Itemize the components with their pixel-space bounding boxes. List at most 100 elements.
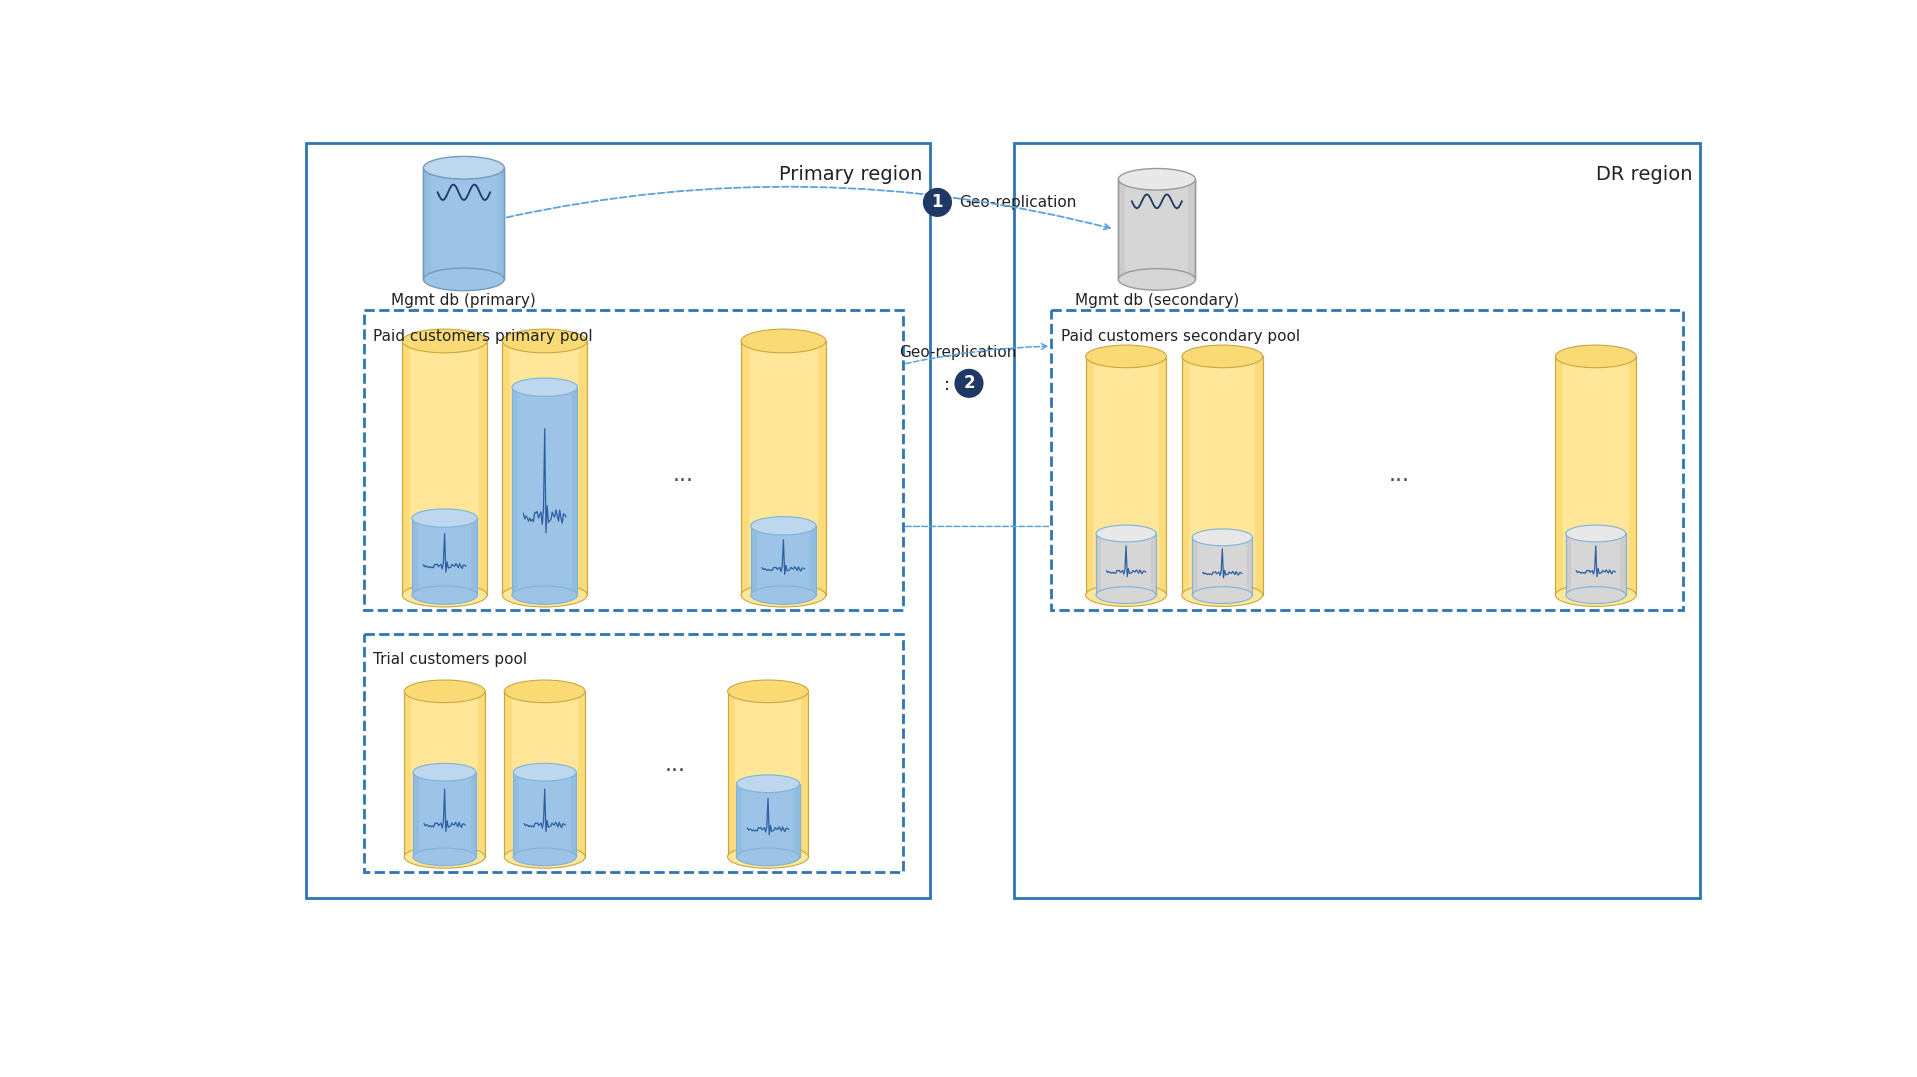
Bar [502, 341, 510, 596]
Bar [1566, 533, 1626, 596]
Bar [751, 526, 757, 596]
Bar [1555, 356, 1637, 596]
Ellipse shape [424, 268, 504, 291]
Text: Geo-replication: Geo-replication [958, 195, 1075, 210]
Bar [751, 526, 817, 596]
Ellipse shape [1183, 345, 1263, 367]
Bar [502, 341, 587, 596]
Text: ...: ... [1390, 465, 1409, 486]
Ellipse shape [412, 848, 475, 866]
Bar [1629, 356, 1637, 596]
Bar [1097, 533, 1102, 596]
Bar [1183, 356, 1263, 596]
Ellipse shape [512, 378, 577, 396]
Ellipse shape [1097, 587, 1156, 603]
Bar [736, 784, 799, 857]
Bar [1555, 356, 1562, 596]
Bar [1118, 179, 1196, 279]
Bar [742, 341, 750, 596]
Bar [794, 784, 799, 857]
Bar [801, 691, 809, 857]
Bar [403, 341, 410, 596]
Bar [1051, 310, 1683, 611]
Bar [364, 633, 903, 872]
Ellipse shape [1555, 584, 1637, 606]
Ellipse shape [404, 680, 485, 702]
Ellipse shape [1192, 529, 1252, 546]
Bar [470, 772, 475, 857]
Bar [479, 341, 487, 596]
Bar [736, 784, 742, 857]
Ellipse shape [728, 680, 809, 702]
Bar [579, 341, 587, 596]
Ellipse shape [412, 764, 475, 781]
Bar [412, 518, 418, 596]
Bar [1189, 179, 1196, 279]
Bar [412, 772, 418, 857]
Ellipse shape [728, 845, 809, 868]
Ellipse shape [1085, 345, 1166, 367]
Bar [1192, 537, 1252, 596]
Bar [307, 143, 930, 898]
Ellipse shape [1097, 526, 1156, 542]
Bar [811, 526, 817, 596]
Ellipse shape [504, 845, 585, 868]
Text: Geo-replication: Geo-replication [899, 346, 1016, 360]
Bar [571, 772, 577, 857]
Bar [1160, 356, 1166, 596]
Bar [404, 691, 412, 857]
Text: 1: 1 [932, 194, 943, 211]
Ellipse shape [1183, 584, 1263, 606]
Bar [1085, 356, 1093, 596]
Bar [472, 518, 477, 596]
Bar [577, 691, 585, 857]
Ellipse shape [412, 586, 477, 604]
Ellipse shape [742, 330, 826, 353]
Bar [504, 691, 585, 857]
Ellipse shape [1118, 268, 1196, 290]
Ellipse shape [514, 848, 577, 866]
Text: DR region: DR region [1595, 165, 1693, 184]
Ellipse shape [1118, 168, 1196, 190]
Bar [403, 341, 487, 596]
Text: ...: ... [673, 465, 694, 486]
Ellipse shape [403, 330, 487, 353]
Bar [1085, 356, 1166, 596]
Bar [424, 168, 431, 279]
Bar [514, 772, 577, 857]
Ellipse shape [412, 509, 477, 528]
Ellipse shape [1566, 587, 1626, 603]
Bar [1246, 537, 1252, 596]
Bar [512, 388, 577, 596]
Ellipse shape [1192, 587, 1252, 603]
Bar [819, 341, 826, 596]
Bar [504, 691, 512, 857]
Ellipse shape [1085, 584, 1166, 606]
Bar [514, 772, 520, 857]
Bar [1256, 356, 1263, 596]
Ellipse shape [1555, 345, 1637, 367]
Ellipse shape [424, 156, 504, 179]
Ellipse shape [514, 764, 577, 781]
Ellipse shape [742, 584, 826, 607]
Bar [742, 341, 826, 596]
Ellipse shape [403, 584, 487, 607]
Ellipse shape [502, 584, 587, 607]
Bar [728, 691, 809, 857]
Ellipse shape [1566, 526, 1626, 542]
Text: Paid customers secondary pool: Paid customers secondary pool [1060, 328, 1300, 344]
Ellipse shape [504, 680, 585, 702]
Text: :: : [945, 376, 951, 393]
Bar [1620, 533, 1626, 596]
Bar [412, 772, 475, 857]
Ellipse shape [751, 517, 817, 535]
Bar [364, 310, 903, 611]
Text: Primary region: Primary region [778, 165, 922, 184]
Bar [1014, 143, 1700, 898]
Bar [728, 691, 734, 857]
Bar [1150, 533, 1156, 596]
Text: 2: 2 [962, 375, 976, 392]
Bar [404, 691, 485, 857]
Ellipse shape [512, 586, 577, 604]
Bar [1566, 533, 1572, 596]
